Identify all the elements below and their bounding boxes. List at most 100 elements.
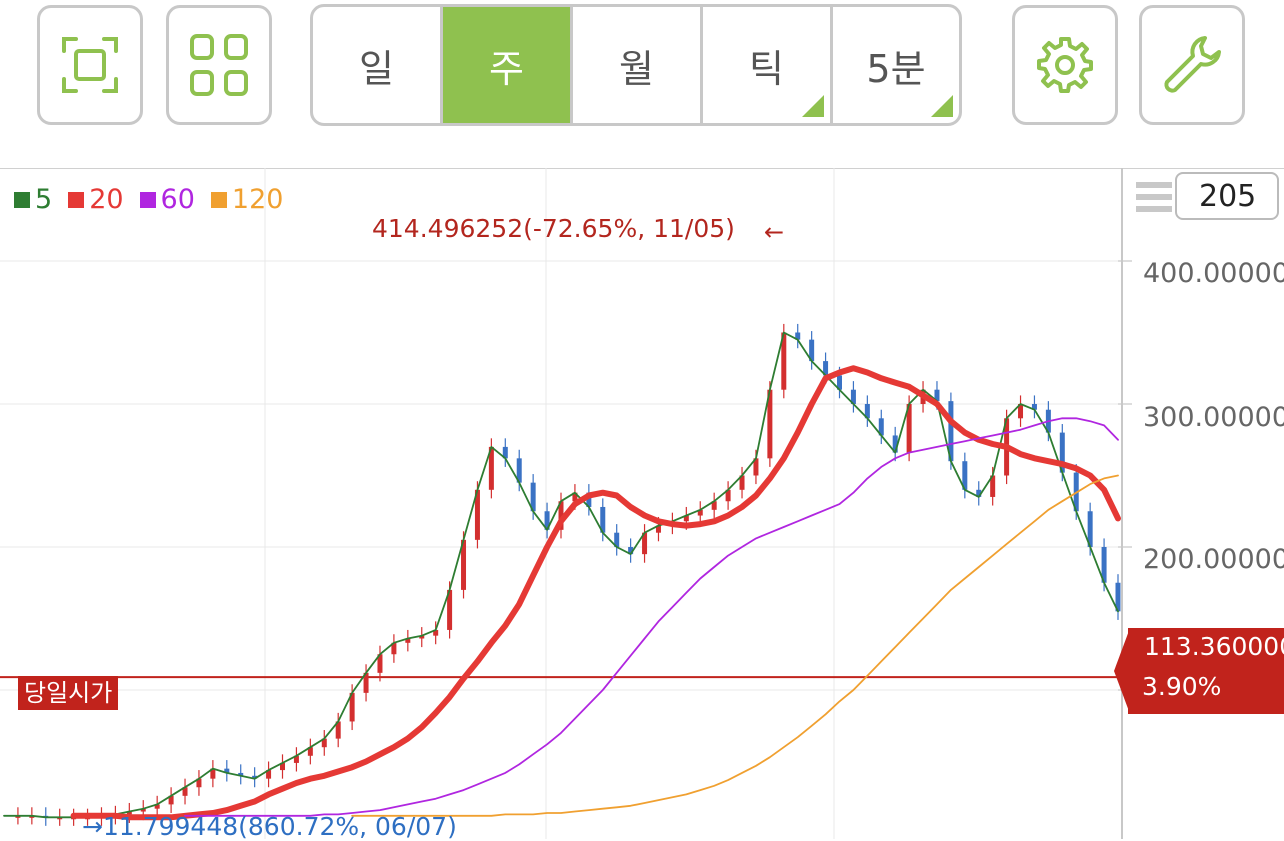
price-chart[interactable]: [0, 168, 1284, 839]
candle-body: [1087, 511, 1093, 547]
legend-ma20: 20: [68, 184, 124, 215]
candle-body: [642, 532, 648, 555]
candle-body: [1101, 547, 1107, 583]
candle-body: [683, 515, 689, 522]
candle-body: [293, 755, 299, 763]
legend-ma60: 60: [139, 184, 195, 215]
candle-body: [753, 458, 759, 476]
ma-line-120: [351, 474, 1119, 817]
candle-body: [878, 418, 884, 436]
legend-ma5: 5: [14, 184, 52, 215]
settings-button[interactable]: [1012, 5, 1118, 125]
candle-body: [196, 778, 202, 788]
candle-body: [154, 804, 160, 809]
candle-body: [711, 501, 717, 510]
legend: 5 20 60 120: [14, 184, 283, 215]
candle-body: [321, 738, 327, 748]
zoom-count-input[interactable]: 205: [1175, 172, 1279, 220]
price-change: 3.90%: [1142, 672, 1222, 701]
candle-body: [697, 509, 703, 516]
candle-body: [335, 721, 341, 739]
candle-body: [795, 332, 801, 340]
candle-body: [391, 642, 397, 655]
candle-body: [781, 332, 787, 390]
candle-body: [349, 692, 355, 722]
layout-button[interactable]: [166, 5, 272, 125]
candle-body: [307, 747, 313, 756]
gear-icon: [1037, 37, 1093, 93]
candle-body: [572, 492, 578, 502]
chart-area[interactable]: [0, 168, 1284, 839]
candle-body: [628, 547, 634, 555]
period-day-tab[interactable]: 일: [313, 7, 443, 123]
candle-body: [614, 532, 620, 547]
candle-body: [892, 435, 898, 453]
candle-body: [377, 654, 383, 673]
candle-body: [1031, 404, 1037, 410]
ma-line-20: [70, 365, 1121, 821]
candle-body: [948, 401, 954, 462]
candle-body: [474, 489, 480, 540]
dropdown-corner-icon: [931, 95, 953, 117]
fullscreen-icon: [62, 37, 118, 93]
candle-body: [586, 492, 592, 507]
candle-body: [600, 506, 606, 533]
candle-body: [238, 772, 244, 776]
candle-body: [767, 389, 773, 459]
fullscreen-button[interactable]: [37, 5, 143, 125]
period-minute-tab[interactable]: 5분: [833, 7, 959, 123]
candle-body: [140, 808, 146, 812]
candle-body: [934, 389, 940, 402]
candle-body: [962, 461, 968, 490]
candle-body: [210, 768, 216, 779]
candle-body: [502, 446, 508, 459]
candle-body: [516, 458, 522, 483]
period-month-tab[interactable]: 월: [573, 7, 703, 123]
candle-body: [168, 795, 174, 805]
legend-swatch: [68, 191, 85, 208]
candle-body: [864, 404, 870, 419]
candle-body: [488, 446, 494, 490]
candle-body: [655, 525, 661, 533]
chart-menu-icon[interactable]: [1136, 182, 1172, 218]
candle-body: [182, 787, 188, 796]
tools-button[interactable]: [1139, 5, 1245, 125]
candle-body: [1018, 404, 1024, 419]
candle-body: [823, 361, 829, 376]
candle-body: [990, 475, 996, 497]
ma-line-5: [3, 331, 1119, 819]
grid-layout-icon: [190, 34, 248, 96]
candle-body: [1115, 582, 1121, 612]
moving-average-lines: [3, 331, 1121, 821]
candle-body: [809, 339, 815, 362]
candle-body: [433, 629, 439, 636]
ma-line-60: [184, 417, 1119, 817]
wrench-icon: [1164, 36, 1221, 93]
candle-body: [363, 672, 369, 693]
period-selector: 일 주 월 틱 5분: [310, 4, 962, 126]
y-tick-label: 400.000000: [1143, 258, 1284, 289]
candle-body: [850, 389, 856, 404]
period-week-tab[interactable]: 주: [443, 7, 573, 123]
candle-body: [447, 589, 453, 630]
y-tick-label: 200.000000: [1143, 544, 1284, 575]
candle-body: [558, 501, 564, 530]
period-tick-tab[interactable]: 틱: [703, 7, 833, 123]
legend-swatch: [139, 191, 156, 208]
candle-body: [1059, 432, 1065, 473]
candle-body: [976, 489, 982, 497]
candle-body: [544, 511, 550, 530]
candle-body: [126, 811, 132, 815]
legend-swatch: [210, 191, 227, 208]
candle-body: [252, 775, 258, 779]
open-price-label: 당일시가: [18, 676, 119, 710]
candle-body: [405, 638, 411, 643]
candle-body: [266, 770, 272, 779]
candle-body: [837, 375, 842, 390]
current-price: 113.360000: [1144, 632, 1284, 661]
candle-body: [15, 815, 21, 818]
candle-body: [739, 475, 745, 490]
candle-body: [530, 482, 536, 512]
candle-body: [725, 489, 731, 502]
legend-ma120: 120: [210, 184, 283, 215]
